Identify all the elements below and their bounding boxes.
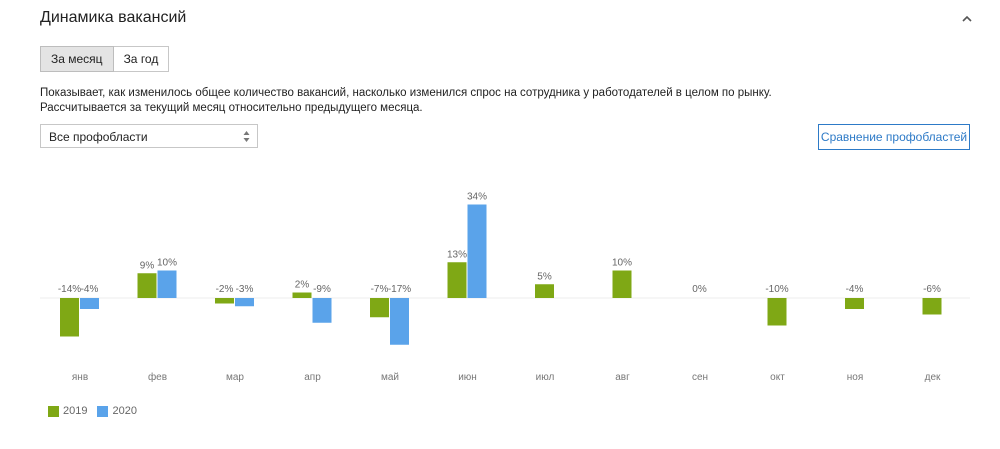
bar-2019-фев[interactable] — [137, 273, 157, 298]
x-tick-мар: мар — [226, 372, 244, 383]
x-tick-июн: июн — [458, 372, 477, 383]
description-line-1: Показывает, как изменилось общее количес… — [40, 87, 772, 99]
page-title: Динамика вакансий — [40, 9, 187, 26]
data-label-2019-фев: 9% — [140, 260, 155, 271]
bar-2020-апр[interactable] — [312, 298, 332, 323]
data-label-2019-апр: 2% — [295, 280, 310, 291]
bar-2019-мар[interactable] — [215, 298, 234, 304]
description-line-2: Рассчитывается за текущий месяц относите… — [40, 102, 423, 114]
profarea-select[interactable]: Все профобласти — [40, 124, 258, 148]
legend-swatch-2020 — [97, 405, 109, 417]
bar-2019-янв[interactable] — [60, 298, 79, 337]
x-tick-дек: дек — [925, 372, 941, 383]
legend-item-2020: 2020 — [97, 405, 137, 417]
data-label-2019-июл: 5% — [537, 271, 552, 282]
chart-legend: 2019 2020 — [48, 405, 147, 417]
data-label-2020-апр: -9% — [313, 284, 331, 295]
legend-label-2020: 2020 — [112, 405, 137, 417]
x-tick-май: май — [381, 372, 399, 383]
bar-2020-мар[interactable] — [235, 298, 254, 307]
legend-item-2019: 2019 — [48, 405, 87, 417]
data-label-2019-сен: 0% — [692, 284, 707, 295]
description: Показывает, как изменилось общее количес… — [40, 86, 772, 116]
x-tick-сен: сен — [692, 372, 708, 383]
data-label-2020-июн: 34% — [467, 192, 487, 203]
bar-2019-ноя[interactable] — [845, 298, 864, 309]
data-label-2019-мар: -2% — [216, 284, 234, 295]
bar-2019-июн[interactable] — [447, 262, 467, 298]
data-label-2019-июн: 13% — [447, 249, 467, 260]
bar-2020-янв[interactable] — [80, 298, 99, 309]
select-arrows-icon — [243, 131, 250, 142]
x-tick-фев: фев — [148, 371, 167, 383]
legend-swatch-2019 — [48, 405, 59, 417]
x-tick-апр: апр — [304, 372, 321, 383]
bar-2019-дек[interactable] — [922, 298, 942, 315]
x-tick-янв: янв — [72, 372, 88, 383]
bar-2019-апр[interactable] — [292, 292, 312, 299]
data-label-2020-май: -17% — [388, 284, 411, 295]
legend-label-2019: 2019 — [63, 405, 88, 417]
data-label-2019-май: -7% — [371, 284, 389, 295]
profarea-select-value: Все профобласти — [49, 130, 148, 144]
chevron-up-icon[interactable] — [960, 12, 974, 26]
bar-2020-июн[interactable] — [467, 204, 487, 299]
bar-2019-окт[interactable] — [767, 298, 787, 326]
x-tick-ноя: ноя — [847, 372, 864, 383]
bar-2020-фев[interactable] — [157, 270, 177, 299]
data-label-2019-дек: -6% — [923, 284, 941, 295]
bar-2019-май[interactable] — [370, 298, 389, 318]
bar-2020-май[interactable] — [390, 298, 409, 345]
data-label-2020-янв: -4% — [81, 284, 99, 295]
bar-2019-авг[interactable] — [612, 270, 632, 299]
data-label-2019-янв: -14% — [58, 284, 81, 295]
x-tick-июл: июл — [536, 372, 555, 383]
data-label-2020-фев: 10% — [157, 258, 177, 269]
x-tick-авг: авг — [615, 372, 630, 383]
data-label-2019-ноя: -4% — [846, 284, 864, 295]
bar-2019-июл[interactable] — [535, 284, 554, 298]
data-label-2020-мар: -3% — [236, 284, 254, 295]
period-tabs: За месяц За год — [40, 46, 170, 72]
tab-year[interactable]: За год — [113, 46, 170, 72]
tab-month[interactable]: За месяц — [40, 46, 114, 72]
data-label-2019-авг: 10% — [612, 258, 632, 269]
compare-profareas-button[interactable]: Сравнение профобластей — [818, 124, 970, 150]
data-label-2019-окт: -10% — [765, 284, 788, 295]
x-tick-окт: окт — [770, 372, 785, 383]
